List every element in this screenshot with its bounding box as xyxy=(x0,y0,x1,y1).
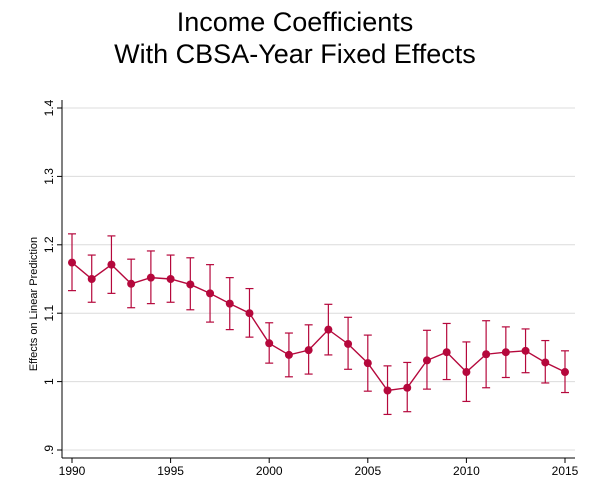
x-tick-label-1: 1995 xyxy=(157,464,184,478)
chart-title: Income Coefficients With CBSA-Year Fixed… xyxy=(0,6,590,70)
data-point-1995 xyxy=(166,275,175,283)
y-tick-label-5: 1.4 xyxy=(42,99,56,116)
data-point-1993 xyxy=(127,279,136,288)
y-tick-label-0: .9 xyxy=(42,445,56,455)
y-tick-label-2: 1.1 xyxy=(42,305,56,322)
data-point-2012 xyxy=(501,348,510,357)
chart-title-line-1: Income Coefficients xyxy=(176,7,414,37)
series-path xyxy=(71,262,566,392)
data-point-2004 xyxy=(344,339,353,348)
data-point-1994 xyxy=(146,273,155,282)
axes: .9 1 1.1 1.2 1.3 1.4 1990 1995 2000 2005 2010 2015 xyxy=(42,99,579,478)
data-point-1997 xyxy=(206,289,215,298)
x-tick-label-0: 1990 xyxy=(59,464,86,478)
x-tick-label-3: 2005 xyxy=(354,464,381,478)
data-point-2005 xyxy=(363,359,372,368)
data-point-1991 xyxy=(87,275,96,283)
data-point-2001 xyxy=(284,350,293,359)
data-point-2006 xyxy=(383,386,392,395)
data-point-2015 xyxy=(561,368,569,377)
x-tick-label-2: 2000 xyxy=(256,464,283,478)
data-point-1996 xyxy=(186,280,195,289)
x-tick-label-5: 2015 xyxy=(552,464,579,478)
grid-lines xyxy=(62,107,575,451)
data-point-1992 xyxy=(107,260,116,269)
data-point-2000 xyxy=(265,339,274,348)
data-point-2009 xyxy=(442,348,451,357)
y-tick-label-3: 1.2 xyxy=(42,236,56,253)
data-point-1998 xyxy=(225,299,234,308)
data-point-2008 xyxy=(422,356,431,365)
data-point-2002 xyxy=(304,346,313,355)
chart-title-line-2: With CBSA-Year Fixed Effects xyxy=(114,39,476,69)
data-point-2013 xyxy=(521,346,530,355)
data-point-1990 xyxy=(68,258,76,267)
y-tick-label-4: 1.3 xyxy=(42,168,56,185)
y-axis-label: Effects on Linear Prediction xyxy=(28,237,40,371)
x-tick-label-4: 2010 xyxy=(453,464,480,478)
series-points xyxy=(68,258,569,395)
series-line xyxy=(71,262,566,392)
data-point-1999 xyxy=(245,309,254,318)
data-point-2003 xyxy=(324,325,333,334)
y-tick-label-1: 1 xyxy=(42,378,56,385)
confidence-intervals xyxy=(68,233,569,416)
data-point-2010 xyxy=(462,368,471,377)
data-point-2011 xyxy=(482,350,491,359)
data-point-2007 xyxy=(403,383,412,392)
data-point-2014 xyxy=(541,358,550,367)
